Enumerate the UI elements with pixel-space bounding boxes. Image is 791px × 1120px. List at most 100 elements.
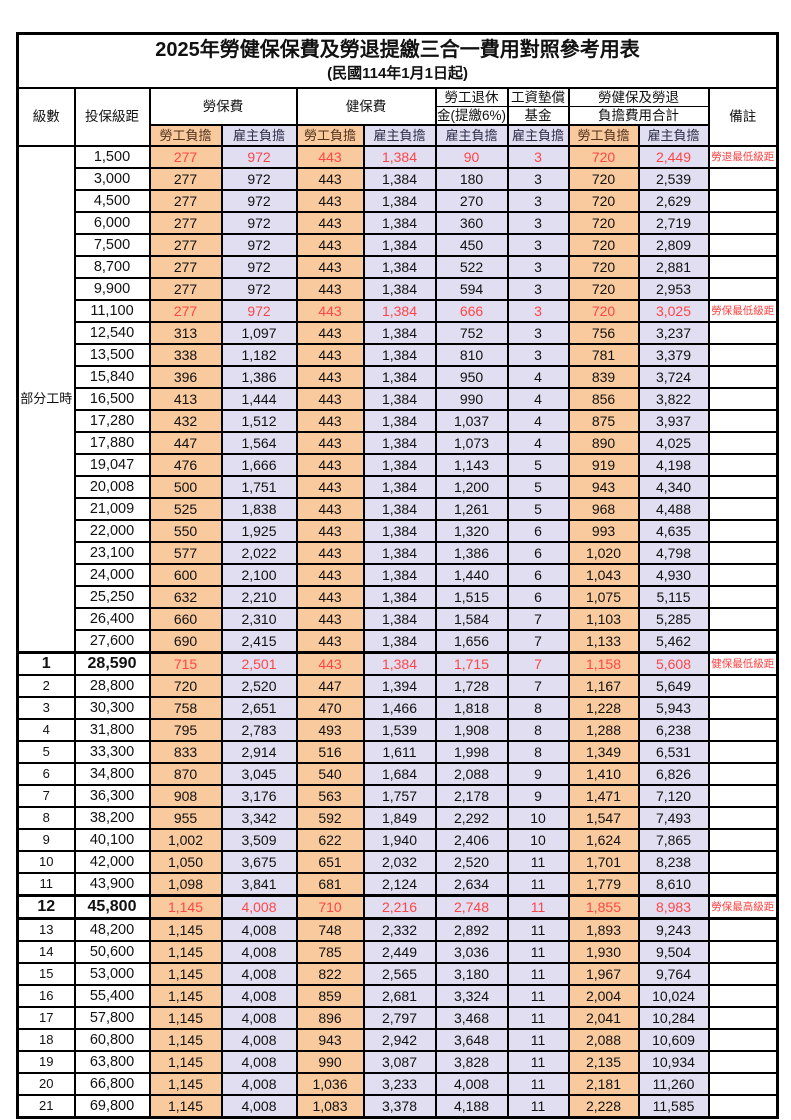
labor-employee-cell: 795: [148, 717, 223, 742]
pension-cell: 1,320: [434, 518, 509, 543]
labor-employee-cell: 758: [148, 695, 223, 720]
total-employer-cell: 5,462: [637, 628, 710, 653]
health-employer-cell: 2,449: [362, 939, 437, 964]
health-employer-cell: 1,384: [362, 188, 437, 213]
labor-employer-cell: 972: [220, 210, 298, 235]
health-employee-cell: 896: [295, 1005, 365, 1030]
remark-cell: [707, 606, 779, 631]
total-employer-cell: 9,504: [637, 939, 710, 964]
remark-cell: [707, 961, 779, 986]
fund-cell: 10: [506, 805, 570, 830]
health-employer-cell: 2,124: [362, 871, 437, 896]
labor-employer-cell: 3,045: [220, 761, 298, 786]
total-employee-cell: 875: [567, 408, 640, 433]
level-cell: 8: [16, 805, 76, 830]
labor-employee-cell: 413: [148, 386, 223, 411]
bracket-cell: 69,800: [73, 1093, 151, 1118]
health-employer-cell: 2,216: [362, 893, 437, 920]
labor-employer-cell: 1,097: [220, 320, 298, 345]
labor-employee-cell: 577: [148, 540, 223, 565]
health-employer-cell: 1,384: [362, 584, 437, 609]
fund-cell: 4: [506, 430, 570, 455]
fund-cell: 11: [506, 983, 570, 1008]
health-employee-cell: 822: [295, 961, 365, 986]
total-employee-cell: 1,893: [567, 917, 640, 942]
fund-cell: 11: [506, 1027, 570, 1052]
bracket-cell: 31,800: [73, 717, 151, 742]
labor-employee-cell: 1,145: [148, 939, 223, 964]
fund-cell: 11: [506, 1093, 570, 1118]
table-row: 13 48,200 1,145 4,008 748 2,332 2,892 11…: [16, 917, 779, 942]
health-employer-cell: 1,384: [362, 452, 437, 477]
labor-employee-cell: 277: [148, 232, 223, 257]
health-employee-cell: 785: [295, 939, 365, 964]
health-employee-cell: 1,036: [295, 1071, 365, 1096]
total-employee-cell: 856: [567, 386, 640, 411]
bracket-cell: 8,700: [73, 254, 151, 279]
fund-cell: 11: [506, 1005, 570, 1030]
page-subtitle: (民國114年1月1日起): [327, 64, 468, 82]
total-employee-cell: 943: [567, 474, 640, 499]
health-employer-cell: 1,384: [362, 364, 437, 389]
labor-employer-cell: 1,564: [220, 430, 298, 455]
table-row: 20 66,800 1,145 4,008 1,036 3,233 4,008 …: [16, 1071, 779, 1096]
remark-cell: [707, 1071, 779, 1096]
fund-cell: 3: [506, 188, 570, 213]
health-employee-cell: 516: [295, 739, 365, 764]
pension-cell: 2,406: [434, 827, 509, 852]
health-employer-cell: 1,384: [362, 430, 437, 455]
level-cell: 15: [16, 961, 76, 986]
pension-cell: 522: [434, 254, 509, 279]
level-cell: 14: [16, 939, 76, 964]
total-employer-cell: 2,719: [637, 210, 710, 235]
col-header-total-line1: 勞健保及勞退: [567, 86, 710, 107]
fund-cell: 3: [506, 232, 570, 257]
fund-cell: 4: [506, 408, 570, 433]
total-employee-cell: 720: [567, 188, 640, 213]
total-employer-cell: 8,238: [637, 849, 710, 874]
health-employer-cell: 1,539: [362, 717, 437, 742]
fund-cell: 3: [506, 298, 570, 323]
pension-cell: 1,143: [434, 452, 509, 477]
bracket-cell: 28,800: [73, 673, 151, 698]
table-row: 15 53,000 1,145 4,008 822 2,565 3,180 11…: [16, 961, 779, 986]
table-row: 3,000 277 972 443 1,384 180 3 720 2,539: [18, 166, 779, 191]
health-employer-cell: 1,384: [362, 210, 437, 235]
labor-employer-cell: 3,342: [220, 805, 298, 830]
remark-cell: 健保最低級距: [707, 650, 779, 676]
table-row: 15,840 396 1,386 443 1,384 950 4 839 3,7…: [18, 364, 779, 389]
subheader-health-employee: 勞工負擔: [295, 123, 365, 147]
remark-cell: [707, 673, 779, 698]
total-employee-cell: 839: [567, 364, 640, 389]
health-employer-cell: 2,332: [362, 917, 437, 942]
bracket-cell: 11,100: [73, 298, 151, 323]
remark-cell: [707, 408, 779, 433]
total-employee-cell: 993: [567, 518, 640, 543]
level-cell: 12: [16, 893, 76, 920]
total-employee-cell: 720: [567, 210, 640, 235]
total-employer-cell: 5,285: [637, 606, 710, 631]
total-employer-cell: 8,983: [637, 893, 710, 920]
total-employee-cell: 720: [567, 298, 640, 323]
total-employee-cell: 756: [567, 320, 640, 345]
health-employer-cell: 1,384: [362, 606, 437, 631]
pension-cell: 2,748: [434, 893, 509, 920]
health-employee-cell: 443: [295, 496, 365, 521]
table-body: 部分工時 1,500 277 972 443 1,384 90 3 720 2,…: [16, 144, 779, 1118]
level-cell: 13: [16, 917, 76, 942]
table-row: 19,047 476 1,666 443 1,384 1,143 5 919 4…: [18, 452, 779, 477]
health-employee-cell: 443: [295, 628, 365, 653]
pension-cell: 1,908: [434, 717, 509, 742]
total-employer-cell: 4,198: [637, 452, 710, 477]
total-employee-cell: 1,020: [567, 540, 640, 565]
labor-employer-cell: 972: [220, 232, 298, 257]
health-employee-cell: 443: [295, 166, 365, 191]
health-employee-cell: 943: [295, 1027, 365, 1052]
total-employer-cell: 2,629: [637, 188, 710, 213]
remark-cell: [707, 210, 779, 235]
health-employee-cell: 443: [295, 276, 365, 301]
fund-cell: 3: [506, 144, 570, 169]
total-employee-cell: 968: [567, 496, 640, 521]
total-employee-cell: 1,967: [567, 961, 640, 986]
health-employee-cell: 443: [295, 430, 365, 455]
